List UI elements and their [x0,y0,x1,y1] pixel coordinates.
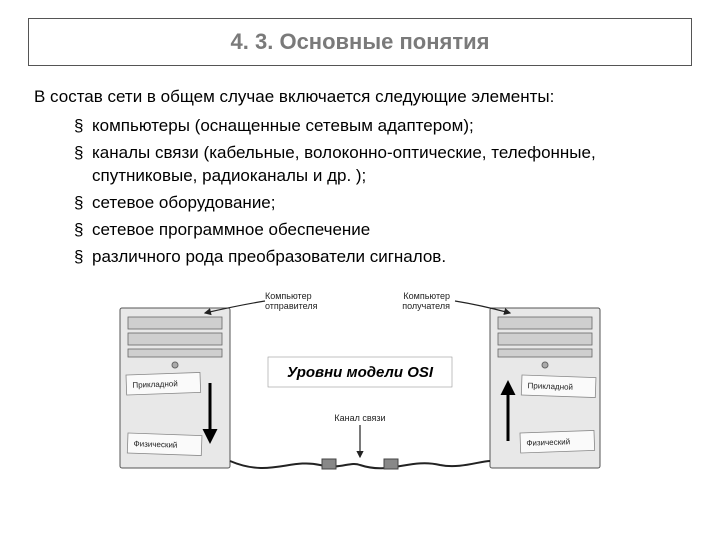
left-computer: Прикладной Физический [120,308,230,468]
cable [230,461,490,468]
list-item: сетевое оборудование; [74,192,672,215]
left-computer-label: Компьютеротправителя [265,291,318,311]
right-computer-label: Компьютерполучателя [402,291,450,311]
osi-title: Уровни модели OSI [287,364,434,381]
list-item: компьютеры (оснащенные сетевым адаптером… [74,115,672,138]
list-item: различного рода преобразователи сигналов… [74,246,672,269]
list-item: каналы связи (кабельные, волоконно-оптич… [74,142,672,188]
title-box: 4. 3. Основные понятия [28,18,692,66]
page-title: 4. 3. Основные понятия [45,29,675,55]
left-bottom-tag: Физический [133,439,177,450]
left-top-tag: Прикладной [132,379,178,390]
right-bottom-tag: Физический [526,437,570,448]
right-computer: Прикладной Физический [490,308,600,468]
osi-diagram: Прикладной Физический Прикладной Физичес… [90,283,630,483]
diagram-container: Прикладной Физический Прикладной Физичес… [28,283,692,483]
cable-label: Канал связи [334,413,385,423]
list-item: сетевое программное обеспечение [74,219,672,242]
intro-text: В состав сети в общем случае включается … [34,86,686,109]
right-top-tag: Прикладной [527,381,573,392]
bullet-list: компьютеры (оснащенные сетевым адаптером… [74,115,672,269]
